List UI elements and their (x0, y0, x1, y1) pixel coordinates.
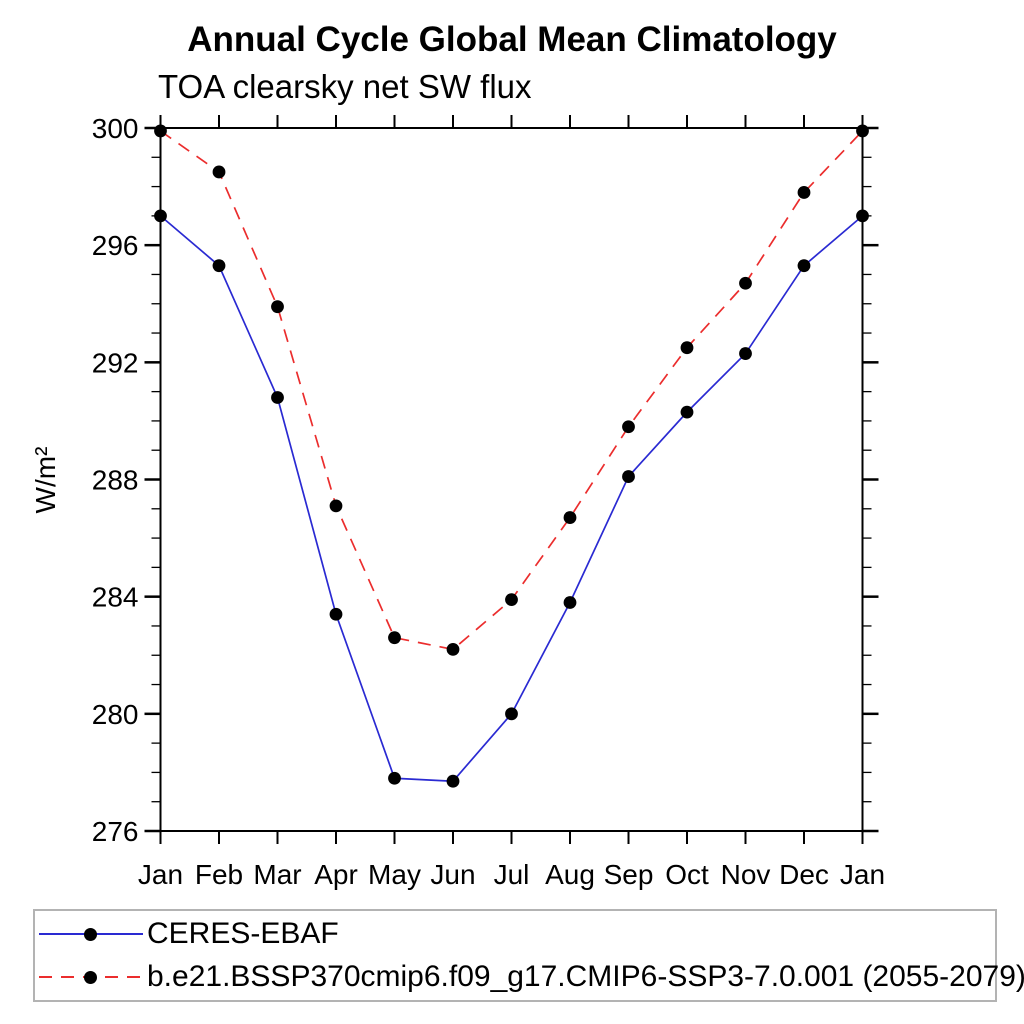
svg-text:Sep: Sep (604, 859, 654, 890)
svg-text:300: 300 (92, 113, 139, 144)
legend-sample-solid-line (35, 924, 147, 944)
svg-text:292: 292 (92, 347, 139, 378)
legend-entry-ceres: CERES-EBAF (35, 913, 995, 955)
svg-text:288: 288 (92, 465, 139, 496)
series-1-line (159, 215, 864, 783)
legend-entry-model: b.e21.BSSP370cmip6.f09_g17.CMIP6-SSP3-7.… (35, 956, 1024, 998)
svg-text:Aug: Aug (545, 859, 595, 890)
legend-box: CERES-EBAF b.e21.BSSP370cmip6.f09_g17.CM… (33, 909, 1024, 1002)
svg-text:Nov: Nov (721, 859, 771, 890)
marker-dot-icon (84, 971, 97, 985)
svg-text:Oct: Oct (665, 859, 709, 890)
series-1-markers (154, 209, 869, 788)
svg-text:Jan: Jan (138, 859, 183, 890)
svg-text:Dec: Dec (779, 859, 829, 890)
svg-text:276: 276 (92, 816, 139, 847)
svg-text:May: May (368, 859, 421, 890)
legend-sample-dashed-line (35, 967, 147, 987)
legend-label: b.e21.BSSP370cmip6.f09_g17.CMIP6-SSP3-7.… (147, 960, 1024, 994)
svg-text:280: 280 (92, 699, 139, 730)
svg-text:284: 284 (92, 582, 139, 613)
chart-canvas: 276 280 284 288 292 296 300 Jan Feb Mar Apr May Jun J… (92, 113, 885, 890)
axes: 276 280 284 288 292 296 300 Jan Feb Mar Apr May Jun J… (92, 113, 885, 890)
series-2-line (160, 130, 864, 651)
svg-text:Mar: Mar (253, 859, 301, 890)
y-axis-title: W/m² (30, 446, 61, 514)
svg-text:296: 296 (92, 230, 139, 261)
series-2-markers (154, 124, 869, 656)
svg-text:Feb: Feb (195, 859, 243, 890)
legend-label: CERES-EBAF (147, 916, 339, 950)
svg-text:Jan: Jan (840, 859, 885, 890)
svg-text:Jul: Jul (494, 859, 530, 890)
chart-subtitle: TOA clearsky net SW flux (158, 68, 532, 105)
chart-title: Annual Cycle Global Mean Climatology (187, 20, 837, 59)
svg-text:Jun: Jun (430, 859, 475, 890)
marker-dot-icon (84, 927, 97, 941)
svg-text:Apr: Apr (314, 859, 358, 890)
